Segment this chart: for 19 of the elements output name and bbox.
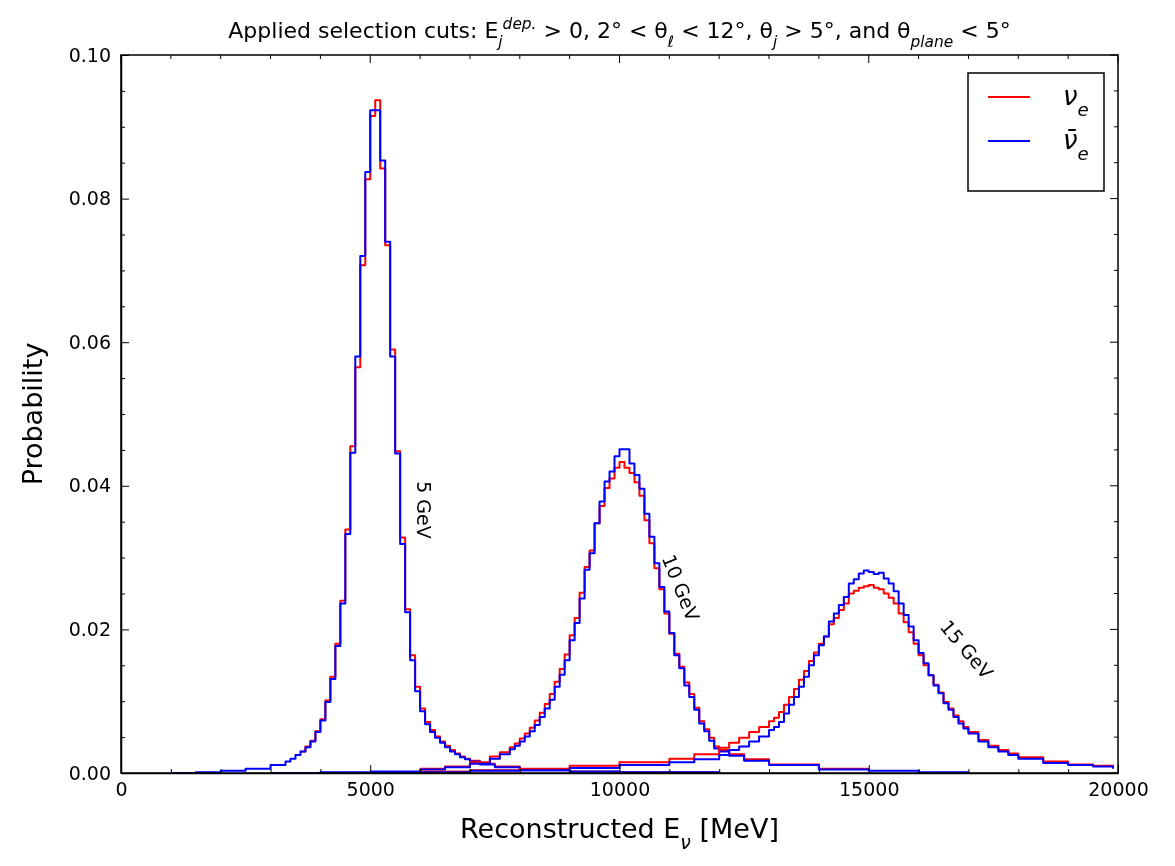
y-tick-label: 0.06 bbox=[68, 330, 111, 353]
y-tick-label: 0.00 bbox=[68, 761, 111, 784]
annotation: 10 GeV bbox=[658, 551, 705, 624]
annotation: 15 GeV bbox=[936, 615, 998, 683]
y-tick-label: 0.02 bbox=[68, 617, 111, 640]
y-tick-label: 0.10 bbox=[68, 43, 111, 66]
y-tick-label: 0.04 bbox=[68, 474, 111, 497]
legend-label: ν̄$_{e}$ bbox=[1063, 125, 1089, 164]
x-tick-label: 10000 bbox=[589, 778, 651, 801]
x-axis-title: Reconstructed E$_{ν}$ [MeV] bbox=[460, 813, 779, 853]
x-tick-label: 20000 bbox=[1088, 778, 1149, 801]
x-tick-label: 5000 bbox=[346, 778, 395, 801]
y-tick-label: 0.08 bbox=[68, 187, 111, 210]
legend-label: ν$_{e}$ bbox=[1063, 81, 1089, 120]
annotation: 5 GeV bbox=[413, 481, 436, 539]
y-axis-title: Probability bbox=[17, 342, 48, 486]
x-tick-label: 15000 bbox=[839, 778, 900, 801]
x-tick-label: 0 bbox=[115, 778, 128, 801]
chart-title: Applied selection cuts: E$_{j}$$^{dep.}$ > 0, 2° < θ$_{ℓ}$ < 12°, θ$_{j}$ > 5°, and θ$_{plane}$ < 5° bbox=[228, 15, 1011, 51]
